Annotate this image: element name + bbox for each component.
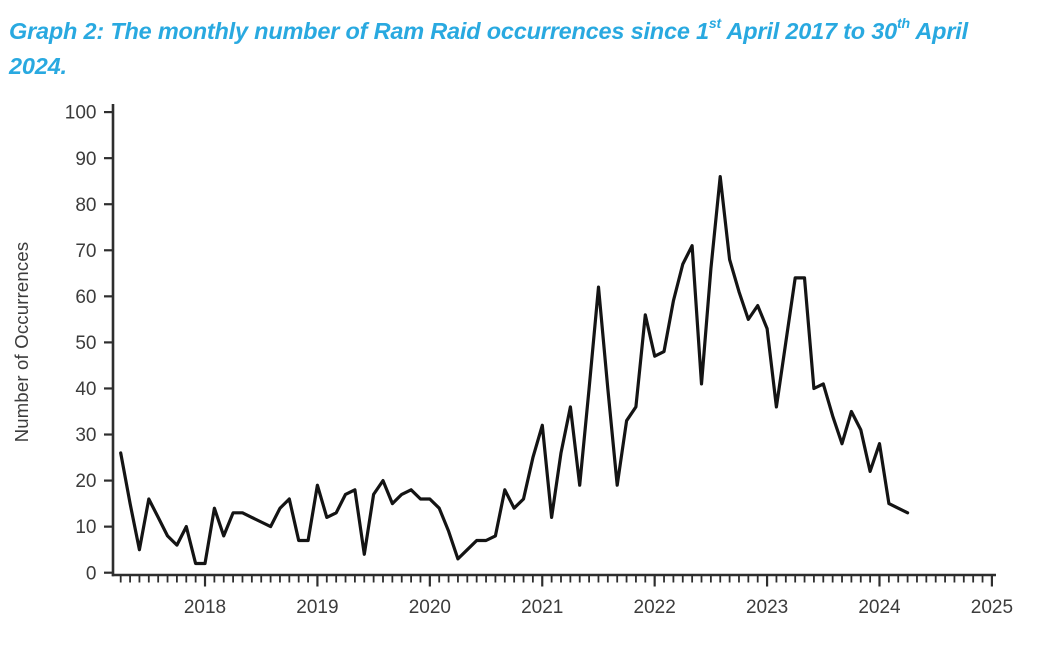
data-line-series	[119, 175, 910, 566]
svg-text:0: 0	[86, 563, 97, 584]
svg-text:10: 10	[75, 517, 96, 538]
svg-text:40: 40	[75, 379, 96, 400]
chart-title-line2: 2024.	[9, 53, 67, 80]
svg-text:60: 60	[75, 287, 96, 308]
chart-title-text-end: April	[909, 18, 968, 44]
svg-text:2020: 2020	[409, 597, 451, 618]
title-superscript-th: th	[897, 15, 910, 32]
y-axis: 0 10 20 30 40 50 60 70 80 90 100	[65, 103, 115, 585]
svg-text:2021: 2021	[521, 597, 563, 618]
x-tick-marks	[119, 576, 994, 587]
svg-text:80: 80	[75, 195, 96, 216]
svg-text:20: 20	[75, 471, 96, 492]
x-axis: 2018 2019 2020 2021 2022 2023 2024 2025	[111, 573, 1013, 618]
y-axis-label: Number of Occurrences	[11, 242, 32, 443]
svg-text:70: 70	[75, 241, 96, 262]
svg-text:50: 50	[75, 333, 96, 354]
svg-text:30: 30	[75, 425, 96, 446]
chart-title-line1: Graph 2: The monthly number of Ram Raid …	[9, 15, 968, 44]
chart-title-text: Graph 2: The monthly number of Ram Raid …	[9, 18, 709, 44]
svg-text:90: 90	[75, 149, 96, 170]
chart-title: Graph 2: The monthly number of Ram Raid …	[9, 14, 1045, 85]
title-superscript-st: st	[708, 15, 722, 32]
svg-text:2022: 2022	[634, 597, 676, 618]
chart-title-text-mid: April 2017 to 30	[721, 18, 898, 44]
svg-text:2023: 2023	[746, 597, 788, 618]
y-tick-labels: 0 10 20 30 40 50 60 70 80 90 100	[65, 103, 97, 585]
y-tick-marks	[104, 110, 114, 574]
svg-text:2018: 2018	[184, 597, 226, 618]
svg-text:2024: 2024	[858, 597, 901, 618]
svg-text:2019: 2019	[296, 597, 338, 618]
svg-text:2025: 2025	[971, 597, 1013, 618]
x-tick-labels: 2018 2019 2020 2021 2022 2023 2024 2025	[184, 597, 1013, 618]
svg-text:100: 100	[65, 103, 97, 124]
